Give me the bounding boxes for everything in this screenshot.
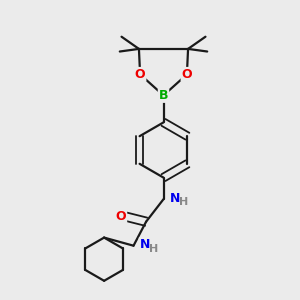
Text: O: O xyxy=(135,68,146,81)
Text: B: B xyxy=(159,89,168,102)
Text: O: O xyxy=(116,210,126,223)
Text: N: N xyxy=(140,238,150,251)
Text: H: H xyxy=(149,244,158,254)
Text: N: N xyxy=(170,191,181,205)
Text: O: O xyxy=(182,68,192,81)
Text: H: H xyxy=(179,197,188,207)
